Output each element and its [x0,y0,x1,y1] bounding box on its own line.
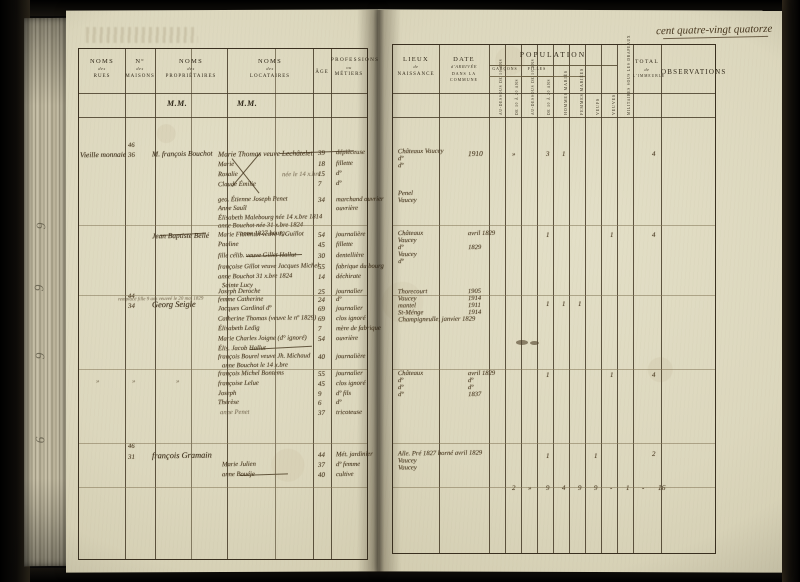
row-rule-2 [393,295,715,296]
subheader-rule [393,117,715,118]
ink-blot [530,341,539,345]
col-sep-date [489,45,490,553]
header-noms-locataires: NOMS des LOCATAIRES [249,58,291,80]
population-span-rule [489,65,617,66]
header-population-filles: FILLES [527,67,547,71]
header-population: POPULATION [519,50,587,59]
book-right-edge [782,0,800,582]
header-rule [393,93,715,94]
header-lieux-naissance: LIEUX de NAISSANCE [397,56,435,78]
header-filles-sub-1: AU-DESSOUS DE 10 ANS [531,58,535,115]
header-garcons-sub-2: DE 10 À 20 ANS [515,78,519,115]
row-rule-3 [79,369,367,370]
header-rule [79,93,367,94]
header-observations: OBSERVATIONS [661,68,727,76]
header-noms-proprietaires: NOMS des PROPRIÉTAIRES [165,58,217,80]
header-garcons-sub-1: AU-DESSOUS DE 10 ANS [499,58,503,115]
header-date-arrivee: DATE d'ARRIVÉE dans la COMMUNE [450,56,478,82]
row-rule-3 [393,369,715,370]
right-page-table: POPULATION GARÇONS FILLES AU-DESSOUS DE … [392,35,727,554]
header-total-immeuble: TOTAL de l'IMMEUBLE [633,59,666,78]
header-population-garcons: GARÇONS [492,67,518,71]
col-sep-locataire-inner [275,49,276,559]
col-sep-pop-2 [521,45,522,553]
folio-annotation: cent quatre-vingt quatorze [655,22,773,38]
col-sep-total [633,45,634,553]
row-rule-5 [79,487,367,488]
filles-span-rule [521,76,585,77]
col-sep-lieux [439,45,440,553]
row-rule-1 [79,225,367,226]
row-rule-4 [79,443,367,444]
col-sep-pop-4 [553,45,554,553]
row-rule-4 [393,443,715,444]
mm-rule [79,117,367,118]
col-sep-militaires [617,45,618,553]
left-page-table: NOMS des RUES Nº des MAISONS NOMS des PR… [78,48,380,560]
header-noms-rues: NOMS des RUES [90,58,114,80]
header-femmes-mariees: FEMMES MARIÉES [579,67,584,115]
header-professions: PROFESSIONS ou MÉTIERS [331,57,380,78]
col-sep-rue [125,49,126,559]
col-sep-maison [155,49,156,559]
mm-caption-proprietaires: M.M. [167,99,188,108]
header-age: ÂGE [315,70,329,75]
header-hommes-maries: HOMMES MARIÉS [563,70,568,115]
col-sep-proprio-inner [191,49,192,559]
col-sep-pop-7 [601,45,602,553]
col-sep-observations [661,45,662,553]
col-sep-pop-5 [569,45,570,553]
mm-caption-locataires: M.M. [237,99,258,108]
col-sep-proprio [227,49,228,559]
bleed-through-ghost [86,27,198,43]
header-numero-maisons: Nº des MAISONS [125,58,155,80]
col-sep-pop-1 [505,45,506,553]
header-veuves: VEUVES [611,94,616,115]
row-rule-5 [393,487,715,488]
row-rule-2 [79,295,367,296]
col-sep-age [331,49,332,559]
col-sep-locataire [313,49,314,559]
row-rule-1 [393,225,715,226]
col-sep-pop-6 [585,45,586,553]
header-filles-sub-2: DE 10 À 20 ANS [547,78,551,115]
header-veufs: VEUFS [595,98,600,115]
col-sep-pop-3 [537,45,538,553]
header-militaires: MILITAIRES SOUS LES DRAPEAUX [627,34,631,115]
ink-blot [516,340,528,345]
